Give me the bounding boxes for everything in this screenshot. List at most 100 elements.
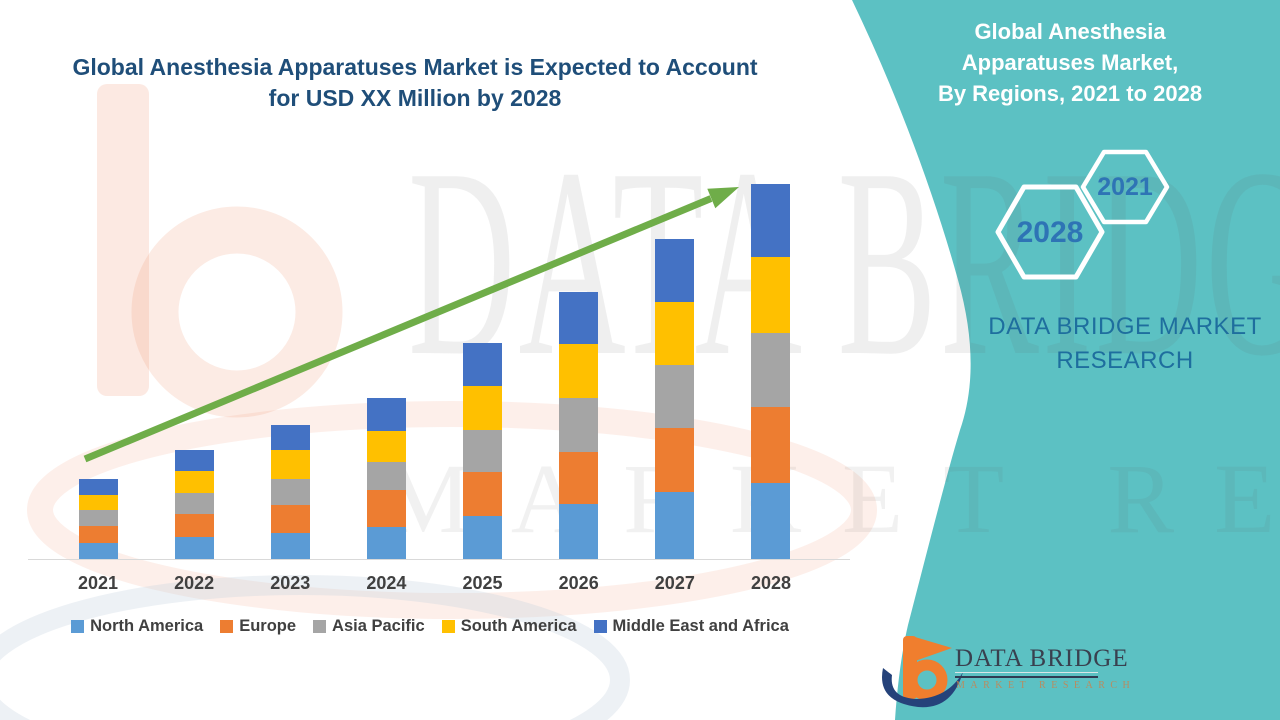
x-tick-label-2021: 2021 bbox=[77, 573, 119, 593]
legend-label: South America bbox=[460, 617, 577, 635]
legend-swatch-icon bbox=[593, 620, 607, 633]
stacked-bar-2023 bbox=[270, 425, 310, 559]
x-tick-label-2023: 2023 bbox=[270, 573, 311, 593]
bar-segment-2027-north-america bbox=[655, 492, 695, 559]
bar-segment-2027-asia-pacific bbox=[655, 365, 695, 428]
bar-segment-2023-asia-pacific bbox=[270, 479, 310, 505]
chart-title-line1: Global Anesthesia Apparatuses Market is … bbox=[72, 54, 758, 80]
bar-segment-2021-south-america bbox=[78, 495, 118, 510]
chart-title: Global Anesthesia Apparatuses Market is … bbox=[0, 52, 830, 114]
bar-segment-2023-europe bbox=[270, 505, 310, 533]
watermark-logo-swoosh bbox=[27, 401, 877, 619]
legend-label: Middle East and Africa bbox=[612, 617, 789, 635]
stacked-bar-2022 bbox=[174, 450, 214, 559]
bar-segment-2024-asia-pacific bbox=[366, 462, 406, 490]
logo-underline bbox=[955, 672, 1098, 678]
bar-segment-2022-europe bbox=[174, 514, 214, 537]
logo-sub-text: MARKET RESEARCH bbox=[956, 680, 1136, 691]
teal-panel-shape bbox=[852, 0, 1280, 720]
legend-item-asia-pacific: Asia Pacific bbox=[313, 617, 425, 636]
x-tick-label-2022: 2022 bbox=[174, 573, 215, 593]
legend-swatch-icon bbox=[220, 620, 234, 633]
legend-item-middle-east-and-africa: Middle East and Africa bbox=[593, 617, 789, 636]
legend-item-europe: Europe bbox=[220, 617, 296, 636]
bar-segment-2026-europe bbox=[559, 452, 599, 504]
watermark-logo-stem bbox=[97, 84, 149, 396]
bar-segment-2028-asia-pacific bbox=[751, 333, 791, 407]
panel-title-line2: Apparatuses Market, bbox=[961, 50, 1179, 75]
bar-segment-2026-middle-east-and-africa bbox=[559, 292, 599, 344]
bar-segment-2023-middle-east-and-africa bbox=[270, 425, 310, 450]
bar-segment-2028-middle-east-and-africa bbox=[751, 184, 791, 257]
bar-segment-2023-north-america bbox=[270, 533, 310, 559]
hexagon-2021-outline bbox=[1080, 149, 1170, 225]
panel-brand-line2: RESEARCH bbox=[1056, 347, 1194, 374]
bar-segment-2026-north-america bbox=[559, 504, 599, 559]
bar-segment-2024-middle-east-and-africa bbox=[366, 398, 406, 431]
bar-segment-2026-south-america bbox=[559, 344, 599, 398]
legend-swatch-icon bbox=[441, 620, 455, 633]
panel-brand-line1: DATA BRIDGE MARKET bbox=[988, 313, 1262, 340]
bar-segment-2021-north-america bbox=[78, 543, 118, 559]
bar-segment-2022-asia-pacific bbox=[174, 493, 214, 514]
legend-label: North America bbox=[90, 617, 204, 635]
bar-segment-2028-south-america bbox=[751, 257, 791, 333]
bar-segment-2021-middle-east-and-africa bbox=[78, 479, 118, 495]
panel-title: Global Anesthesia Apparatuses Market, By… bbox=[880, 16, 1260, 109]
trend-arrow-shaft bbox=[83, 195, 713, 463]
trend-arrow-head bbox=[707, 187, 739, 209]
legend-item-north-america: North America bbox=[71, 617, 203, 636]
bar-segment-2024-north-america bbox=[366, 527, 406, 559]
bar-segment-2028-north-america bbox=[751, 483, 791, 559]
bar-segment-2025-south-america bbox=[463, 386, 503, 430]
bar-segment-2027-middle-east-and-africa bbox=[655, 239, 695, 302]
bar-segment-2027-south-america bbox=[655, 302, 695, 365]
stacked-bar-2028 bbox=[751, 184, 791, 559]
logo-flag-shape bbox=[915, 637, 952, 661]
hexagon-2021-label: 2021 bbox=[1097, 173, 1153, 201]
x-tick-label-2027: 2027 bbox=[654, 573, 695, 593]
bar-segment-2023-south-america bbox=[270, 450, 310, 479]
panel-title-line3: By Regions, 2021 to 2028 bbox=[937, 81, 1203, 106]
bar-segment-2025-asia-pacific bbox=[463, 430, 503, 472]
bar-segment-2025-europe bbox=[463, 472, 503, 516]
x-tick-label-2025: 2025 bbox=[462, 573, 503, 593]
panel-brand-text: DATA BRIDGE MARKET RESEARCH bbox=[965, 310, 1280, 378]
bar-segment-2022-north-america bbox=[174, 537, 214, 559]
legend-label: Asia Pacific bbox=[332, 617, 425, 635]
watermark-blue-swoosh bbox=[0, 575, 630, 720]
logo-navy-swoosh bbox=[882, 668, 963, 708]
bar-segment-2021-asia-pacific bbox=[78, 510, 118, 526]
legend-swatch-icon bbox=[313, 620, 327, 633]
bar-segment-2022-south-america bbox=[174, 471, 214, 493]
chart-title-line2: for USD XX Million by 2028 bbox=[268, 85, 562, 111]
bar-segment-2021-europe bbox=[78, 526, 118, 543]
x-tick-label-2028: 2028 bbox=[750, 573, 791, 593]
hexagon-2028-outline bbox=[995, 184, 1105, 280]
legend-label: Europe bbox=[239, 617, 297, 635]
bar-segment-2024-south-america bbox=[366, 431, 406, 462]
logo-bowl-shape bbox=[906, 659, 948, 701]
stacked-bar-2027 bbox=[655, 239, 695, 559]
legend-item-south-america: South America bbox=[441, 617, 577, 636]
stacked-bar-2025 bbox=[463, 343, 503, 559]
logo-name-text: DATA BRIDGE bbox=[955, 645, 1129, 672]
hexagon-2028-label: 2028 bbox=[1016, 216, 1084, 249]
x-tick-label-2026: 2026 bbox=[558, 573, 599, 593]
bar-segment-2027-europe bbox=[655, 428, 695, 492]
x-axis-line bbox=[28, 559, 850, 560]
stacked-bar-2024 bbox=[366, 398, 406, 559]
bar-segment-2026-asia-pacific bbox=[559, 398, 599, 452]
bar-segment-2025-north-america bbox=[463, 516, 503, 559]
legend-swatch-icon bbox=[71, 620, 85, 633]
panel-title-line1: Global Anesthesia bbox=[974, 19, 1166, 44]
bar-segment-2024-europe bbox=[366, 490, 406, 527]
chart-legend: North America Europe Asia Pacific South Ame… bbox=[30, 617, 830, 636]
bar-segment-2022-middle-east-and-africa bbox=[174, 450, 214, 471]
x-tick-label-2024: 2024 bbox=[366, 573, 407, 593]
bar-segment-2028-europe bbox=[751, 407, 791, 483]
